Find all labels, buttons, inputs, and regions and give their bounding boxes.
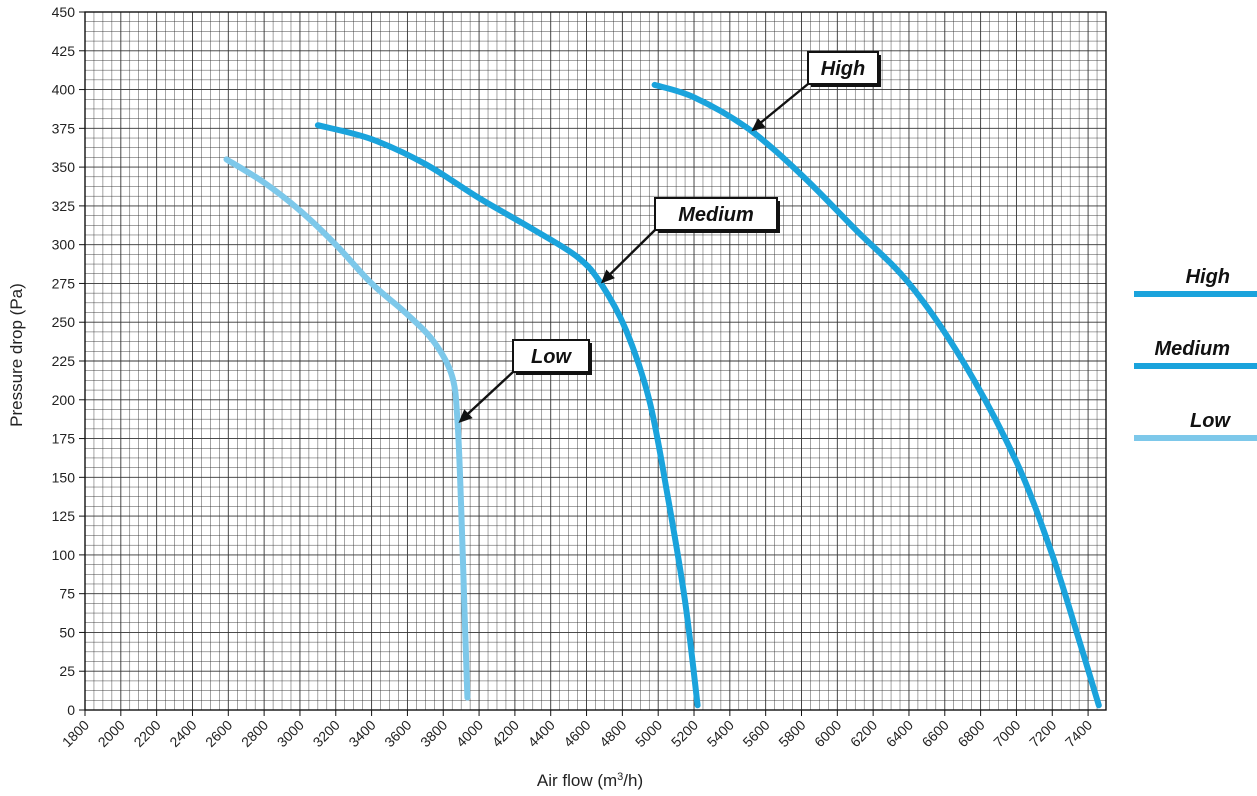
callout-medium-arrowhead	[600, 269, 615, 284]
y-tick-label: 200	[52, 392, 76, 408]
callout-medium-arrow	[606, 229, 656, 279]
y-tick-label: 275	[52, 275, 76, 291]
callout-low-label: Low	[531, 346, 572, 368]
series-high-line	[651, 81, 1102, 709]
x-tick-label: 7000	[990, 717, 1023, 750]
y-tick-label: 300	[52, 237, 76, 253]
x-tick-label: 6600	[919, 717, 952, 750]
x-tick-label: 3600	[381, 717, 414, 750]
x-tick-label: 4400	[524, 717, 557, 750]
legend-item-high: High	[1134, 266, 1257, 297]
y-tick-label: 400	[52, 82, 76, 98]
y-tick-label: 125	[52, 508, 76, 524]
y-axis-title: Pressure drop (Pa)	[7, 283, 26, 427]
x-tick-label: 3000	[274, 717, 307, 750]
x-tick-label: 4000	[453, 717, 486, 750]
y-tick-label: 75	[59, 586, 75, 602]
legend-item-low: Low	[1134, 410, 1257, 441]
series	[223, 81, 1102, 709]
y-tick-label: 25	[59, 663, 75, 679]
x-tick-label: 7400	[1062, 717, 1095, 750]
legend-label-medium: Medium	[1154, 338, 1230, 360]
y-tick-label: 225	[52, 353, 76, 369]
legend-label-low: Low	[1190, 410, 1231, 432]
x-tick-label: 3800	[417, 717, 450, 750]
callout-low-arrowhead	[458, 409, 473, 424]
axes: 0 25 50 75 100 125 150 175 200 225 250 275 300 325 350…	[52, 4, 1096, 750]
x-tick-label: 5200	[668, 717, 701, 750]
x-tick-label: 1800	[59, 717, 92, 750]
y-tick-label: 175	[52, 431, 76, 447]
callout-low-box	[512, 339, 590, 373]
x-axis-title: Air flow (m3/h)	[537, 771, 643, 790]
x-tick-label: 6200	[847, 717, 880, 750]
x-tick-label: 6400	[883, 717, 916, 750]
x-tick-label: 5800	[775, 717, 808, 750]
legend: High Medium Low	[1134, 266, 1257, 441]
y-tick-label: 50	[59, 624, 75, 640]
grid	[84, 11, 1107, 711]
x-tick-label: 4800	[596, 717, 629, 750]
callout-high-box	[807, 51, 879, 85]
legend-label-high: High	[1186, 266, 1230, 288]
x-tick-label: 2200	[130, 717, 163, 750]
y-tick-label: 450	[52, 4, 76, 20]
callout-low: Low	[458, 339, 592, 424]
callouts: High Medium Low	[458, 51, 881, 424]
x-tick-label: 5000	[632, 717, 665, 750]
y-tick-label: 0	[67, 702, 75, 718]
x-tick-label: 3200	[310, 717, 343, 750]
x-tick-label: 2600	[202, 717, 235, 750]
x-tick-label: 4200	[489, 717, 522, 750]
x-tick-label: 2000	[95, 717, 128, 750]
callout-high-label: High	[821, 58, 865, 80]
y-tick-label: 375	[52, 120, 76, 136]
legend-item-medium: Medium	[1134, 338, 1257, 369]
y-tick-label: 425	[52, 43, 76, 59]
y-tick-label: 250	[52, 314, 76, 330]
callout-high-arrowhead	[751, 117, 766, 132]
x-tick-label: 7200	[1026, 717, 1059, 750]
callout-medium: Medium	[600, 197, 780, 284]
x-tick-label: 2800	[238, 717, 271, 750]
series-medium-line	[314, 122, 701, 709]
y-tick-label: 100	[52, 547, 76, 563]
x-tick-label: 5400	[704, 717, 737, 750]
x-tick-label: 4600	[560, 717, 593, 750]
y-tick-label: 325	[52, 198, 76, 214]
y-tick-label: 150	[52, 469, 76, 485]
x-tick-label: 6800	[954, 717, 987, 750]
callout-medium-label: Medium	[678, 204, 754, 226]
x-tick-label: 5600	[739, 717, 772, 750]
y-tick-label: 350	[52, 159, 76, 175]
x-tick-label: 6000	[811, 717, 844, 750]
callout-high-arrow	[756, 83, 809, 127]
callout-high: High	[751, 51, 881, 132]
x-tick-label: 3400	[345, 717, 378, 750]
callout-low-arrow	[463, 371, 514, 418]
callout-medium-box	[654, 197, 778, 231]
series-low-line	[223, 156, 471, 701]
x-tick-label: 2400	[166, 717, 199, 750]
